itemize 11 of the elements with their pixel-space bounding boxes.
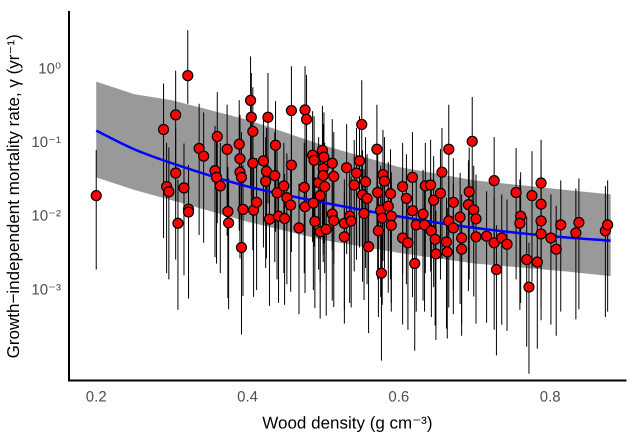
x-tick-label: 0.4 bbox=[237, 388, 258, 406]
line-series bbox=[94, 129, 612, 242]
y-tick-label: 10⁻¹ bbox=[31, 134, 61, 152]
y-tick-label: 10⁻² bbox=[31, 208, 61, 225]
x-tick-label: 0.2 bbox=[86, 388, 107, 406]
y-tick-label: 10⁰ bbox=[38, 60, 61, 78]
y-tick-label: 10⁻³ bbox=[31, 281, 61, 298]
x-tick-label: 0.6 bbox=[388, 388, 410, 406]
y-axis-title: Growth−independent mortality rate, γ (yr⁻¹) bbox=[4, 34, 23, 358]
x-tick-label: 0.8 bbox=[540, 388, 561, 406]
x-axis-title: Wood density (g cm⁻³) bbox=[262, 413, 433, 432]
